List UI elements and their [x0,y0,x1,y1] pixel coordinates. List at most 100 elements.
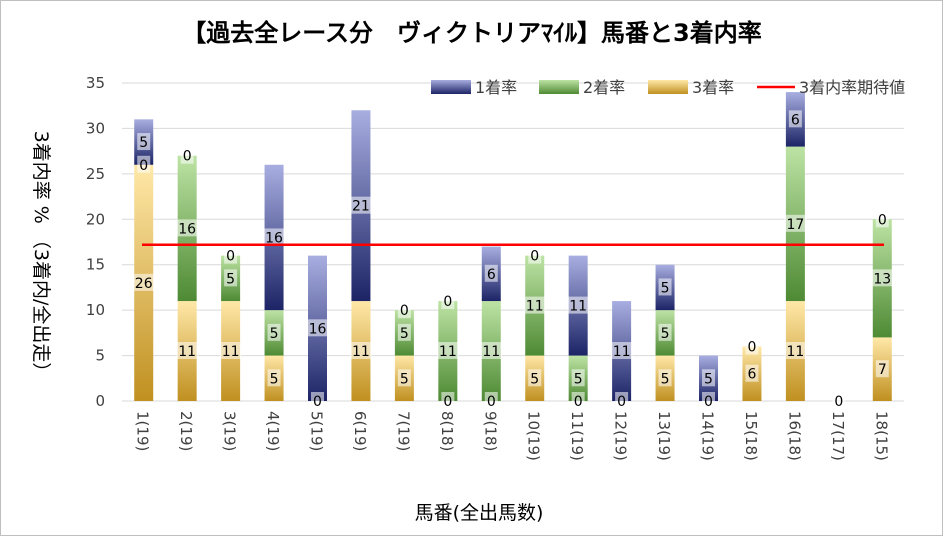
x-tick-label: 8(18) [438,411,456,451]
data-label: 0 [747,339,756,355]
data-label-bg [788,110,802,128]
data-label-bg [311,392,324,409]
data-label-bg [615,392,629,409]
data-label: 5 [270,326,279,342]
data-label: 0 [183,149,192,165]
y-tick-label: 5 [95,347,105,365]
y-tick-label: 0 [95,392,105,410]
data-label: 0 [139,158,148,174]
data-label-bg [484,264,498,282]
x-tick-label: 9(18) [481,411,499,451]
data-label: 5 [574,371,583,387]
x-tick-label: 13(19) [655,411,673,461]
data-label: 11 [526,299,544,315]
data-label: 11 [222,344,240,360]
data-label-bg [571,392,585,409]
legend-label-reference: 3着内率期待値 [799,78,905,97]
data-label: 11 [178,344,196,360]
data-label-bg [571,369,585,387]
data-label-bg [784,214,807,232]
data-label: 0 [313,394,322,410]
data-label: 5 [661,326,670,342]
data-label-bg [441,292,455,310]
data-label-bg [219,342,242,360]
data-label: 5 [661,371,670,387]
y-axis-ticks: 0 5 10 15 20 25 30 35 [86,74,105,410]
x-tick-label: 15(18) [742,411,760,461]
x-tick-label: 14(19) [699,411,717,461]
data-label: 16 [265,230,283,246]
data-label: 5 [530,371,539,387]
data-label-bg [349,196,372,214]
data-label: 0 [617,394,626,410]
data-label: 21 [352,199,370,215]
data-label-bg [875,210,889,228]
data-label: 6 [487,267,496,283]
data-label-bg [436,342,459,360]
data-label: 5 [400,371,409,387]
data-label: 0 [400,303,409,319]
data-label: 26 [135,276,153,292]
x-tick-label: 17(17) [829,411,847,461]
data-label: 13 [873,271,891,287]
legend-label-2: 2着率 [583,78,625,97]
data-label-bg [306,319,329,337]
data-label-bg [610,342,633,360]
data-label: 5 [400,326,409,342]
data-label-bg [137,133,151,151]
data-label: 0 [834,394,843,410]
data-label: 0 [574,394,583,410]
y-tick-label: 20 [86,210,105,228]
data-label-bg [567,296,590,314]
data-label-bg [745,337,759,355]
data-label: 0 [226,249,235,265]
x-tick-label: 5(19) [308,411,326,451]
bars [134,92,892,401]
data-label-bg [263,228,286,246]
data-label: 16 [178,221,196,237]
x-axis-label: 馬番(全出馬数) [415,502,544,524]
data-label: 11 [613,344,631,360]
data-label-bg [176,219,199,237]
data-label-bg [658,323,672,341]
data-label-bg [871,269,894,287]
y-tick-label: 30 [86,119,105,137]
data-label-bg [176,342,199,360]
data-label-bg [267,323,281,341]
data-label-bg [702,369,715,387]
data-label: 0 [487,394,496,410]
data-label-bg [132,273,155,291]
data-label: 11 [352,344,370,360]
y-tick-label: 25 [86,165,105,183]
x-tick-label: 18(15) [872,411,890,461]
data-label-bg [528,246,542,264]
data-label: 5 [661,280,670,296]
data-label-bg [224,246,238,264]
y-tick-label: 10 [86,301,105,319]
x-tick-label: 10(19) [525,411,543,461]
data-label-bg [658,278,672,296]
data-label-bg [349,342,372,360]
y-tick-label: 35 [86,74,105,92]
chart-title: 【過去全レース分 ヴィクトリアﾏｲﾙ】馬番と3着内率 [182,19,762,47]
data-label: 17 [786,217,804,233]
data-label: 6 [747,367,756,383]
legend-label-3: 3着率 [692,78,734,97]
data-label: 6 [791,112,800,128]
data-label-bg [267,369,281,387]
data-label: 11 [569,299,587,315]
data-label-bg [658,369,672,387]
data-label-bg [528,369,542,387]
data-label-bg [832,392,846,409]
gridlines [122,82,904,402]
legend-label-1: 1着率 [475,78,517,97]
x-tick-label: 1(19) [134,411,152,451]
data-label-bg [484,392,498,409]
data-label: 11 [439,344,457,360]
x-tick-label: 3(19) [221,411,239,451]
data-label-bg [180,146,194,164]
data-label: 0 [530,249,539,265]
y-tick-label: 15 [86,256,105,274]
